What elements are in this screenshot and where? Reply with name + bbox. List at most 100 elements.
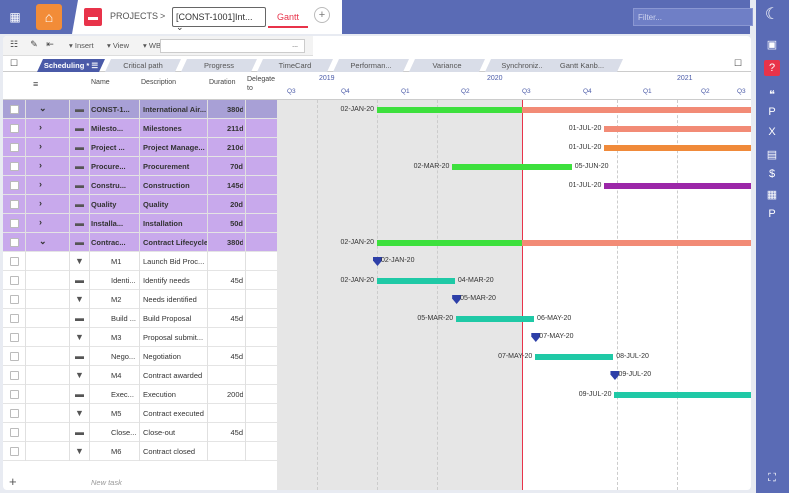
expand-toggle-icon[interactable]: ⌄ (39, 236, 47, 246)
table-row[interactable]: › ▬ Milesto... Milestones 211d (3, 119, 277, 138)
task-name[interactable]: Project ... (91, 143, 125, 152)
task-name[interactable]: Installa... (91, 219, 124, 228)
row-checkbox[interactable] (10, 428, 19, 437)
add-tab-icon[interactable]: + (314, 7, 330, 23)
insert-menu[interactable]: ▾ Insert (69, 41, 94, 50)
row-checkbox[interactable] (10, 409, 19, 418)
expand-toggle-icon[interactable]: › (39, 198, 42, 208)
project-selector[interactable]: [CONST-1001]Int... ⌄ (172, 7, 266, 32)
table-row[interactable]: ▼ M1 Launch Bid Proc... (3, 252, 277, 271)
task-description[interactable]: Execution (143, 390, 176, 399)
task-name[interactable]: Quality (91, 200, 117, 209)
task-duration[interactable]: 380d (227, 238, 243, 247)
task-name[interactable]: Nego... (111, 352, 136, 361)
row-checkbox[interactable] (10, 238, 19, 247)
columns-icon[interactable]: ☷ (9, 39, 19, 49)
help-icon[interactable]: ? (764, 60, 780, 76)
task-description[interactable]: Milestones (143, 124, 182, 133)
task-description[interactable]: Procurement (143, 162, 190, 171)
panel-toggle-icon[interactable]: ☐ (733, 58, 743, 68)
expand-toggle-icon[interactable]: ⌄ (39, 103, 47, 113)
header-delegate[interactable]: Delegate to (247, 76, 276, 92)
task-duration[interactable]: 45d (230, 314, 243, 323)
milestone-marker[interactable] (531, 333, 541, 342)
table-row[interactable]: ▬ Nego... Negotiation 45d (3, 347, 277, 366)
row-checkbox[interactable] (10, 162, 19, 171)
task-name[interactable]: Constru... (91, 181, 126, 190)
milestone-marker[interactable] (452, 295, 462, 304)
expand-toggle-icon[interactable]: › (39, 141, 42, 151)
row-checkbox[interactable] (10, 219, 19, 228)
wbs-field[interactable]: ... (160, 39, 305, 53)
task-description[interactable]: Quality (143, 200, 169, 209)
header-name[interactable]: Name (91, 79, 110, 86)
task-name[interactable]: CONST-1... (91, 105, 130, 114)
add-task-icon[interactable]: + (9, 474, 17, 489)
calendar-icon[interactable]: ▤ (766, 148, 778, 161)
header-duration[interactable]: Duration (209, 79, 236, 86)
tab-critical-path[interactable]: Critical path (105, 59, 181, 72)
task-duration[interactable]: 45d (230, 428, 243, 437)
table-row[interactable]: ▼ M5 Contract executed (3, 404, 277, 423)
tab-performance[interactable]: Performan... (333, 59, 409, 72)
save-icon[interactable]: ▣ (766, 38, 778, 51)
task-duration[interactable]: 210d (227, 143, 243, 152)
tab-variance[interactable]: Variance (409, 59, 485, 72)
task-description[interactable]: Contract closed (143, 447, 196, 456)
milestone-marker[interactable] (610, 371, 620, 380)
grid-toggle-icon[interactable]: ☐ (9, 58, 19, 68)
task-duration[interactable]: 380d (227, 105, 243, 114)
task-description[interactable]: Installation (143, 219, 183, 228)
row-checkbox[interactable] (10, 257, 19, 266)
home-icon[interactable]: ⌂ (36, 4, 62, 30)
schedule-icon[interactable]: ▦ (766, 188, 778, 201)
row-checkbox[interactable] (10, 143, 19, 152)
gantt-bar[interactable] (377, 240, 751, 246)
expand-toggle-icon[interactable]: › (39, 217, 42, 227)
table-row[interactable]: ▼ M3 Proposal submit... (3, 328, 277, 347)
task-name[interactable]: M6 (111, 447, 122, 456)
gantt-bar[interactable] (452, 164, 572, 170)
table-row[interactable]: › ▬ Quality Quality 20d (3, 195, 277, 214)
tab-scheduling[interactable]: Scheduling * ☰ (37, 59, 105, 72)
table-row[interactable]: ▼ M2 Needs identified (3, 290, 277, 309)
row-checkbox[interactable] (10, 447, 19, 456)
table-row[interactable]: › ▬ Installa... Installation 50d (3, 214, 277, 233)
task-duration[interactable]: 20d (230, 200, 243, 209)
task-description[interactable]: Project Manage... (143, 143, 205, 152)
tab-timecard[interactable]: TimeCard (257, 59, 333, 72)
task-duration[interactable]: 50d (230, 219, 243, 228)
task-name[interactable]: M1 (111, 257, 122, 266)
tab-synchronization[interactable]: Synchroniz... (485, 59, 561, 72)
apps-grid-icon[interactable]: ▦ (9, 10, 21, 24)
gantt-bar[interactable] (377, 278, 455, 284)
tab-progress[interactable]: Progress (181, 59, 257, 72)
row-checkbox[interactable] (10, 314, 19, 323)
table-row[interactable]: ▬ Exec... Execution 200d (3, 385, 277, 404)
task-description[interactable]: Contract Lifecycle (143, 238, 207, 247)
row-checkbox[interactable] (10, 105, 19, 114)
task-duration[interactable]: 200d (227, 390, 243, 399)
expand-toggle-icon[interactable]: › (39, 179, 42, 189)
task-name[interactable]: Contrac... (91, 238, 126, 247)
row-checkbox[interactable] (10, 200, 19, 209)
row-checkbox[interactable] (10, 352, 19, 361)
view-menu[interactable]: ▾ View (107, 41, 129, 50)
row-menu-icon[interactable]: ≡ (33, 79, 39, 89)
filter-input[interactable]: Filter... (633, 8, 753, 26)
task-description[interactable]: Proposal submit... (143, 333, 204, 342)
table-row[interactable]: ▬ Identi... Identify needs 45d (3, 271, 277, 290)
row-checkbox[interactable] (10, 390, 19, 399)
gantt-bar[interactable] (604, 126, 751, 132)
gantt-bar[interactable] (377, 107, 751, 113)
table-row[interactable]: ⌄ ▬ CONST-1... International Air... 380d (3, 100, 277, 119)
task-description[interactable]: International Air... (143, 105, 207, 114)
fullscreen-icon[interactable]: ⛶ (768, 471, 776, 484)
task-name[interactable]: Exec... (111, 390, 134, 399)
table-row[interactable]: › ▬ Constru... Construction 145d (3, 176, 277, 195)
task-description[interactable]: Contract awarded (143, 371, 203, 380)
row-checkbox[interactable] (10, 181, 19, 190)
indent-icon[interactable]: ⇤ (46, 39, 54, 49)
task-duration[interactable]: 45d (230, 352, 243, 361)
tab-gantt-kanban[interactable]: Gantt Kanb... (541, 59, 623, 72)
